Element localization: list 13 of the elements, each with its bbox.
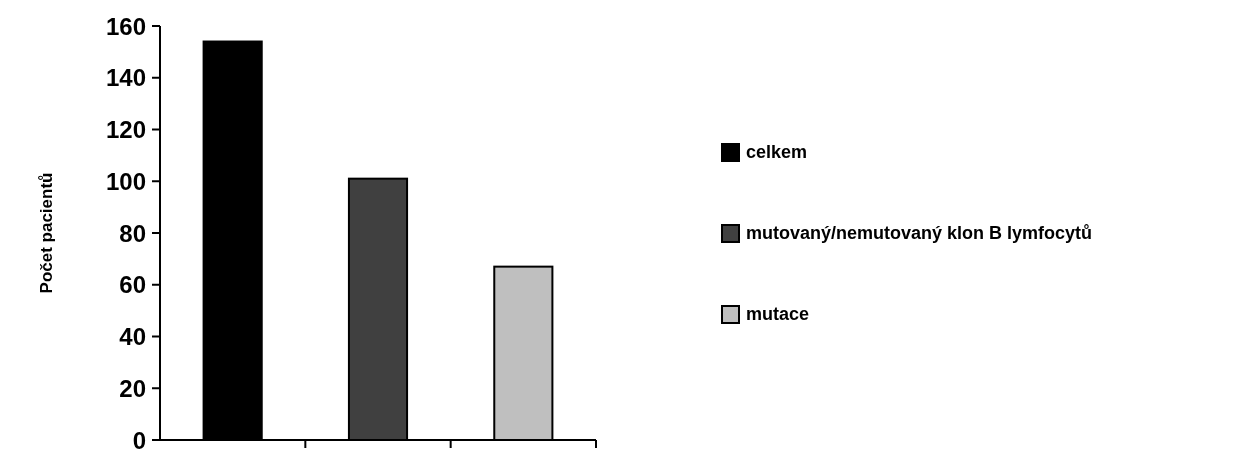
y-tick-label: 160 [105,12,146,40]
y-tick-label: 80 [119,219,146,247]
y-tick-label: 20 [119,374,146,402]
y-tick-label: 40 [119,323,146,350]
y-axis-title: Počet pacientů [36,172,56,294]
legend-label: celkem [746,142,808,162]
y-tick-label: 0 [132,426,146,454]
y-tick-label: 120 [105,116,146,143]
y-tick-label: 140 [105,64,146,92]
y-tick-label: 100 [105,167,146,195]
legend-label: mutovaný/nemutovaný klon B lymfocytů [746,223,1093,243]
y-tick-label: 60 [119,271,146,299]
legend-label: mutace [746,304,810,324]
